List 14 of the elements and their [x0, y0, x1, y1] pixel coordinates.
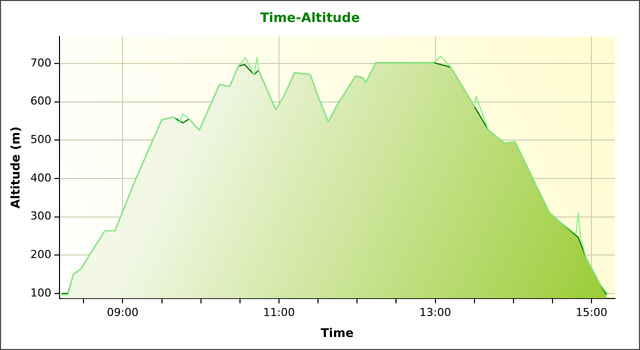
x-tick-label: 09:00: [106, 306, 139, 319]
x-axis-title: Time: [320, 326, 354, 340]
x-tick-label: 11:00: [263, 306, 295, 319]
y-axis-title: Altitude (m): [8, 126, 22, 208]
x-tick-label: 13:00: [419, 306, 452, 319]
y-tick-label: 100: [30, 286, 52, 300]
y-tick-label: 200: [30, 248, 52, 261]
y-tick-label: 700: [30, 56, 52, 70]
x-tick-label: 15:00: [576, 306, 608, 319]
chart-title: Time-Altitude: [260, 11, 360, 26]
y-tick-label: 400: [30, 171, 52, 184]
y-tick-label: 500: [30, 132, 52, 146]
y-tick-label: 600: [30, 94, 52, 108]
y-tick-label: 300: [30, 210, 52, 223]
